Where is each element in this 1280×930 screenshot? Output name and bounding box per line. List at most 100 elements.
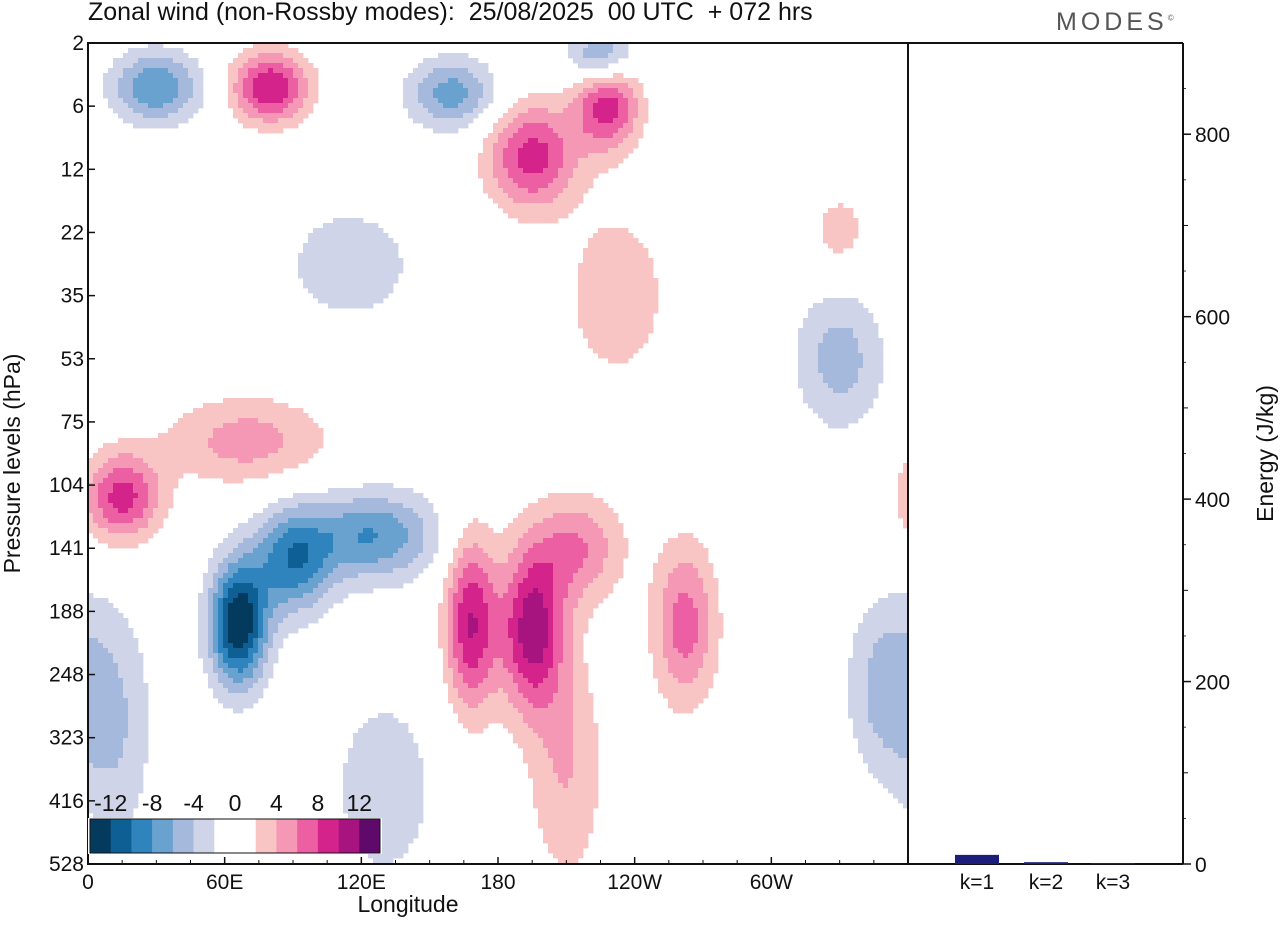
heatmap-cell (208, 423, 214, 429)
heatmap-cell (113, 463, 119, 469)
heatmap-cell (313, 573, 319, 579)
heatmap-cell (198, 418, 204, 424)
heatmap-cell (218, 598, 224, 604)
heatmap-cell (523, 148, 529, 154)
heatmap-cell (233, 98, 239, 104)
heatmap-cell (398, 728, 404, 734)
heatmap-cell (528, 693, 534, 699)
heatmap-cell (128, 683, 134, 689)
heatmap-cell (418, 788, 424, 794)
heatmap-cell (353, 503, 359, 509)
heatmap-cell (163, 508, 169, 514)
heatmap-cell (163, 453, 169, 459)
heatmap-cell (368, 758, 374, 764)
heatmap-cell (473, 693, 479, 699)
heatmap-cell (433, 73, 439, 79)
heatmap-cell (263, 523, 269, 529)
heatmap-cell (108, 528, 114, 534)
heatmap-cell (203, 598, 209, 604)
heatmap-cell (463, 108, 469, 114)
heatmap-cell (488, 653, 494, 659)
heatmap-cell (523, 558, 529, 564)
heatmap-cell (303, 248, 309, 254)
heatmap-cell (393, 503, 399, 509)
heatmap-cell (243, 588, 249, 594)
heatmap-cell (393, 843, 399, 849)
heatmap-cell (523, 168, 529, 174)
heatmap-cell (413, 783, 419, 789)
heatmap-cell (223, 608, 229, 614)
heatmap-cell (213, 633, 219, 639)
heatmap-cell (128, 538, 134, 544)
heatmap-cell (333, 573, 339, 579)
heatmap-cell (233, 613, 239, 619)
heatmap-cell (158, 503, 164, 509)
heatmap-cell (328, 293, 334, 299)
heatmap-cell (508, 578, 514, 584)
heatmap-cell (513, 683, 519, 689)
heatmap-cell (143, 533, 149, 539)
heatmap-cell (113, 68, 119, 74)
heatmap-cell (178, 433, 184, 439)
heatmap-cell (123, 678, 129, 684)
heatmap-cell (453, 583, 459, 589)
heatmap-cell (373, 483, 379, 489)
heatmap-cell (333, 218, 339, 224)
heatmap-cell (208, 408, 214, 414)
heatmap-cell (98, 663, 104, 669)
heatmap-cell (393, 808, 399, 814)
heatmap-cell (108, 688, 114, 694)
heatmap-cell (538, 213, 544, 219)
heatmap-cell (413, 118, 419, 124)
heatmap-cell (198, 423, 204, 429)
heatmap-cell (488, 178, 494, 184)
heatmap-cell (273, 578, 279, 584)
heatmap-cell (528, 198, 534, 204)
heatmap-cell (468, 528, 474, 534)
heatmap-cell (338, 523, 344, 529)
heatmap-cell (223, 433, 229, 439)
heatmap-cell (498, 568, 504, 574)
heatmap-cell (363, 543, 369, 549)
heatmap-cell (473, 538, 479, 544)
heatmap-cell (243, 538, 249, 544)
heatmap-cell (228, 668, 234, 674)
heatmap-cell (463, 118, 469, 124)
heatmap-cell (223, 588, 229, 594)
heatmap-cell (378, 283, 384, 289)
heatmap-cell (228, 688, 234, 694)
heatmap-cell (363, 568, 369, 574)
heatmap-cell (498, 693, 504, 699)
heatmap-cell (283, 588, 289, 594)
heatmap-cell (93, 478, 99, 484)
heatmap-cell (493, 173, 499, 179)
heatmap-cell (473, 528, 479, 534)
heatmap-cell (228, 653, 234, 659)
heatmap-cell (193, 453, 199, 459)
heatmap-cell (218, 668, 224, 674)
heatmap-cell (313, 578, 319, 584)
heatmap-cell (323, 523, 329, 529)
heatmap-cell (383, 813, 389, 819)
heatmap-cell (403, 848, 409, 854)
heatmap-cell (183, 63, 189, 69)
heatmap-cell (263, 73, 269, 79)
heatmap-cell (458, 608, 464, 614)
heatmap-cell (228, 628, 234, 634)
heatmap-cell (343, 488, 349, 494)
heatmap-cell (508, 528, 514, 534)
heatmap-cell (288, 418, 294, 424)
heatmap-cell (523, 203, 529, 209)
heatmap-cell (133, 73, 139, 79)
heatmap-cell (128, 678, 134, 684)
heatmap-cell (223, 403, 229, 409)
heatmap-cell (128, 113, 134, 119)
heatmap-cell (418, 63, 424, 69)
heatmap-cell (438, 88, 444, 94)
heatmap-cell (378, 573, 384, 579)
heatmap-cell (278, 593, 284, 599)
heatmap-cell (103, 528, 109, 534)
heatmap-cell (198, 408, 204, 414)
heatmap-cell (538, 558, 544, 564)
heatmap-cell (368, 753, 374, 759)
